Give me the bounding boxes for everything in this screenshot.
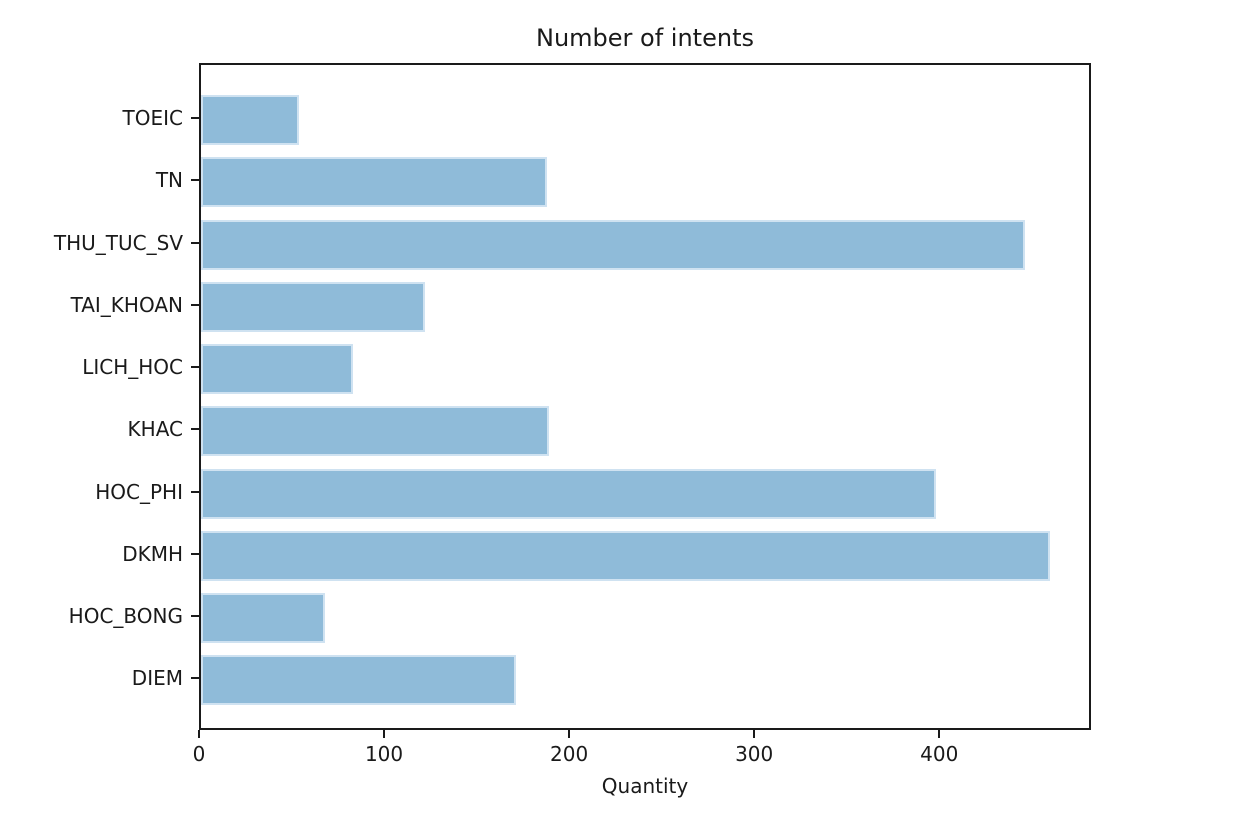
x-tick-label-0: 0	[192, 742, 206, 766]
bar-LICH_HOC	[201, 344, 353, 394]
y-tick-mark	[191, 428, 199, 431]
x-tick-mark	[198, 730, 200, 738]
x-tick-label-400: 400	[920, 742, 959, 766]
y-tick-label-TAI_KHOAN: TAI_KHOAN	[70, 292, 183, 317]
y-tick-label-LICH_HOC: LICH_HOC	[82, 355, 183, 379]
y-tick-mark	[191, 677, 199, 680]
y-tick-mark	[191, 552, 199, 555]
y-tick-mark	[191, 366, 199, 368]
y-tick-label-TOEIC: TOEIC	[122, 106, 183, 130]
x-tick-label-100: 100	[364, 742, 404, 766]
y-tick-mark	[191, 241, 199, 244]
y-tick-mark	[191, 615, 199, 617]
y-tick-label-THU_TUC_SV: THU_TUC_SV	[53, 230, 183, 255]
y-tick-label-HOC_BONG: HOC_BONG	[68, 604, 183, 628]
bar-THU_TUC_SV	[201, 219, 1025, 270]
x-tick-label-300: 300	[735, 742, 774, 766]
y-tick-mark	[191, 490, 199, 493]
y-tick-mark	[191, 179, 199, 182]
x-tick-mark	[383, 730, 386, 738]
bar-TAI_KHOAN	[201, 281, 425, 332]
x-tick-mark	[568, 730, 571, 738]
bar-HOC_BONG	[201, 593, 325, 643]
bar-TOEIC	[201, 95, 300, 145]
bar-HOC_PHI	[201, 468, 936, 519]
bar-DKMH	[201, 530, 1051, 581]
y-tick-label-HOC_PHI: HOC_PHI	[95, 479, 183, 504]
bar-DIEM	[201, 655, 516, 706]
y-tick-mark	[191, 117, 199, 119]
y-tick-label-TN: TN	[155, 168, 183, 193]
bar-KHAC	[201, 406, 549, 457]
x-tick-mark	[753, 730, 756, 738]
y-tick-label-DKMH: DKMH	[122, 541, 183, 566]
bar-TN	[201, 157, 548, 208]
x-tick-mark	[938, 730, 941, 738]
y-tick-label-DIEM: DIEM	[131, 666, 183, 691]
y-tick-mark	[191, 303, 199, 306]
plot-area	[199, 63, 1091, 730]
x-tick-label-200: 200	[550, 742, 589, 766]
chart-title: Number of intents	[536, 24, 754, 52]
y-tick-label-KHAC: KHAC	[127, 417, 183, 442]
x-axis-label: Quantity	[601, 774, 689, 798]
